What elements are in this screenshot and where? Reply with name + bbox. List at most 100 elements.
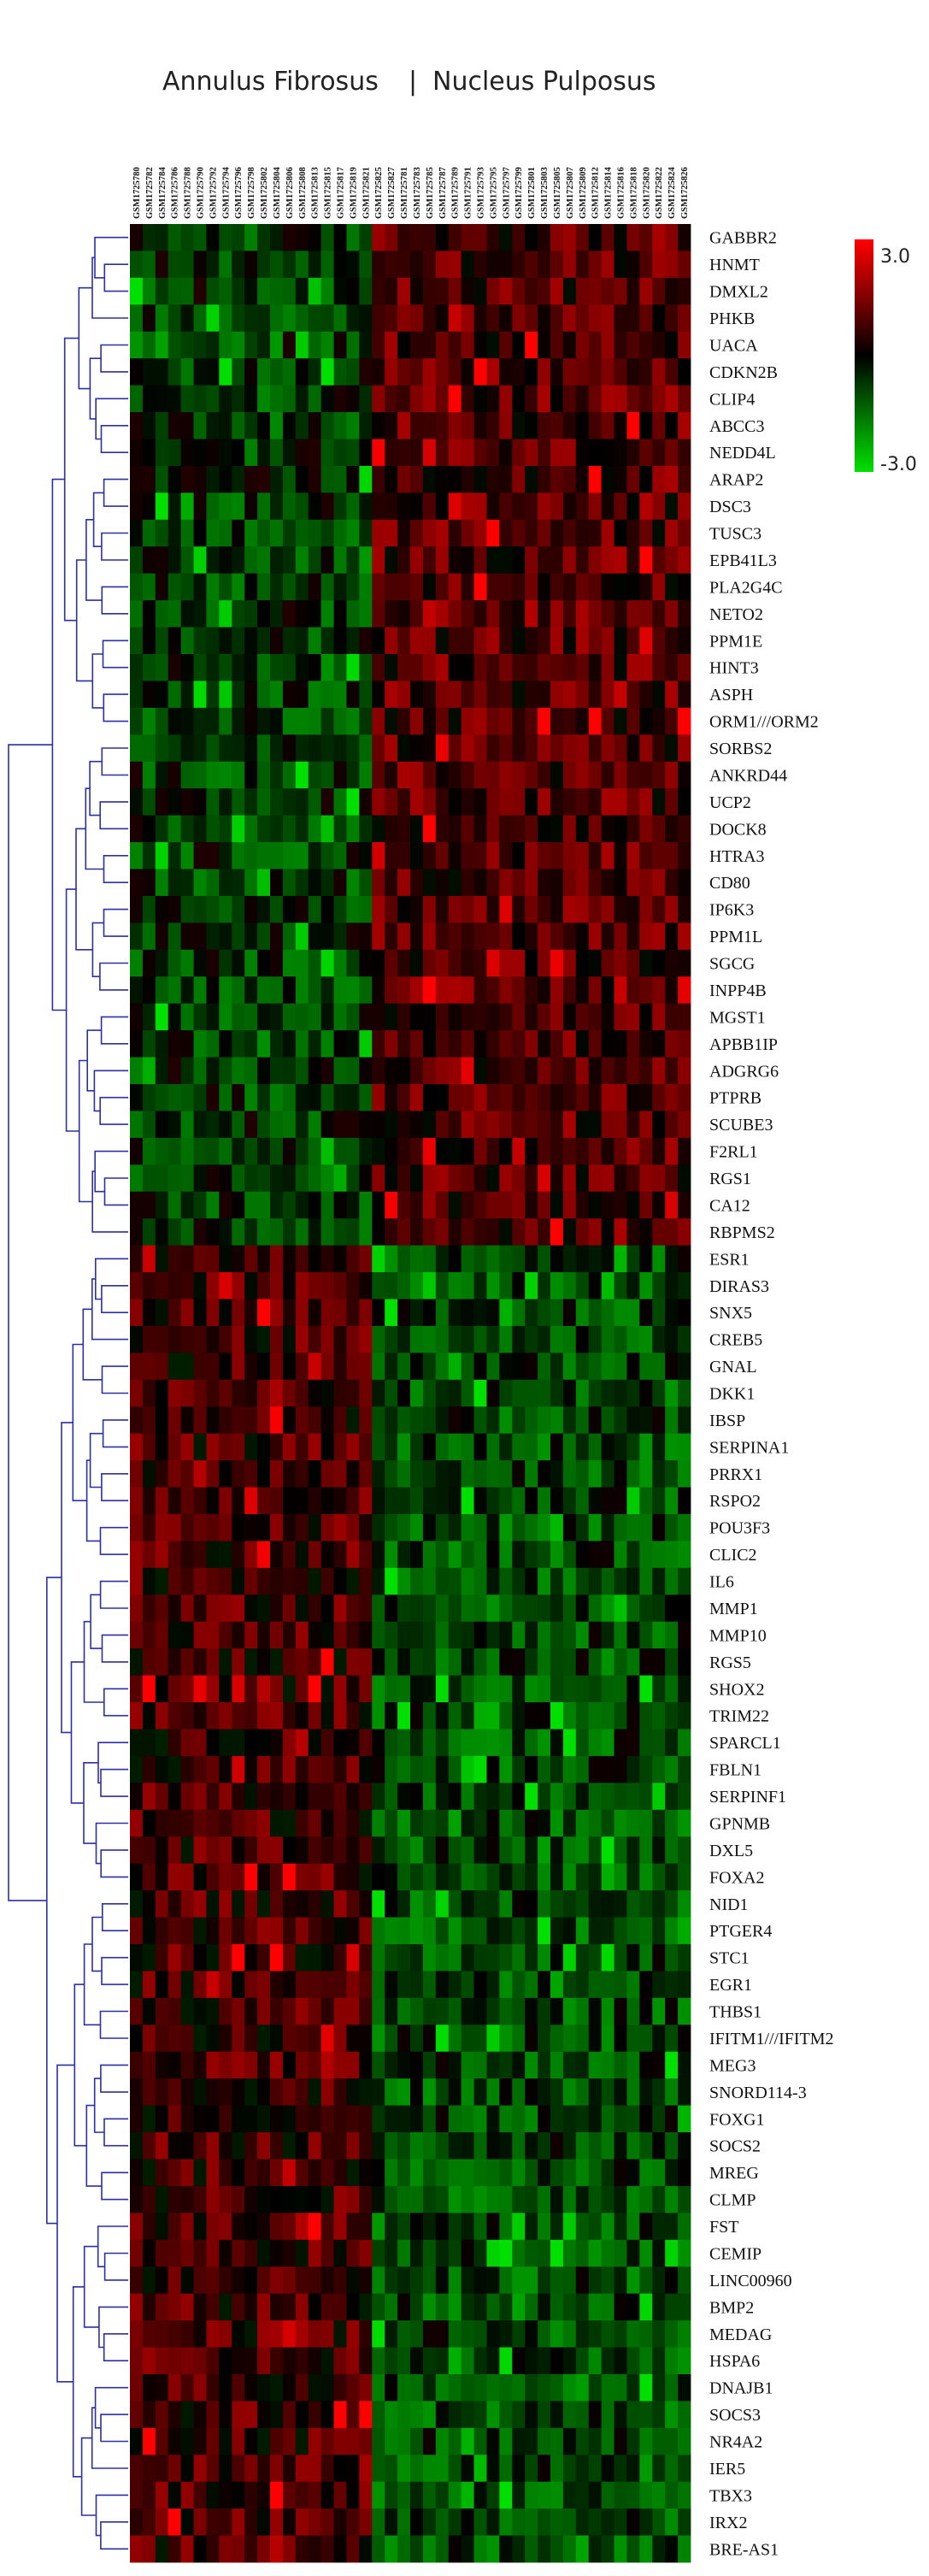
heatmap-cell <box>486 2320 500 2348</box>
heatmap-cell <box>678 1675 691 1703</box>
heatmap-cell <box>601 2427 614 2455</box>
heatmap-cell <box>130 1164 144 1193</box>
heatmap-cell <box>346 2508 360 2536</box>
heatmap-cell <box>257 358 271 386</box>
heatmap-cell <box>575 2455 590 2483</box>
heatmap-cell <box>614 815 627 843</box>
heatmap-cell <box>206 1111 220 1139</box>
heatmap-cell <box>142 1460 156 1488</box>
heatmap-cell <box>678 1164 691 1193</box>
heatmap-cell <box>295 465 309 493</box>
heatmap-cell <box>219 600 232 628</box>
heatmap-cell <box>639 1083 653 1111</box>
sample-label: GSM1725794 <box>221 167 231 219</box>
heatmap-cell <box>461 2051 474 2079</box>
heatmap-cell <box>320 1299 334 1327</box>
heatmap-cell <box>575 465 590 493</box>
heatmap-cell <box>575 1191 590 1219</box>
heatmap-cell <box>180 2535 194 2563</box>
heatmap-cell <box>295 2481 309 2509</box>
heatmap-cell <box>562 653 577 681</box>
heatmap-cell <box>282 1541 297 1569</box>
heatmap-cell <box>448 788 462 816</box>
heatmap-cell <box>295 1917 309 1945</box>
dendrogram-branch <box>83 2245 99 2328</box>
heatmap-cell <box>180 1595 194 1623</box>
heatmap-cell <box>270 492 284 521</box>
heatmap-cell <box>473 465 487 493</box>
heatmap-cell <box>499 1809 513 1837</box>
heatmap-cell <box>320 1487 334 1515</box>
heatmap-cell <box>512 1111 526 1139</box>
heatmap-cell <box>614 2508 627 2536</box>
heatmap-cell <box>155 1487 169 1515</box>
heatmap-cell <box>410 600 424 628</box>
heatmap-cell <box>575 1890 590 1918</box>
heatmap-cell <box>130 2159 144 2187</box>
heatmap-cell <box>244 1245 258 1273</box>
heatmap-cell <box>206 842 220 869</box>
heatmap-cell <box>614 465 627 493</box>
heatmap-cell <box>435 1943 450 1972</box>
heatmap-cell <box>270 1111 284 1139</box>
heatmap-cell <box>562 2239 577 2267</box>
heatmap-cell <box>397 492 411 521</box>
heatmap-cell <box>155 1729 169 1757</box>
heatmap-cell <box>270 2373 284 2402</box>
heatmap-cell <box>562 1621 577 1649</box>
heatmap-cell <box>206 869 220 897</box>
heatmap-cell <box>359 869 373 897</box>
heatmap-cell <box>461 1621 474 1649</box>
heatmap-cell <box>180 1836 194 1865</box>
heatmap-cell <box>359 2401 373 2429</box>
heatmap-cell <box>232 2347 245 2375</box>
heatmap-cell <box>346 1164 360 1193</box>
heatmap-cell <box>422 2293 437 2321</box>
heatmap-cell <box>346 2427 360 2455</box>
heatmap-cell <box>346 1299 360 1327</box>
heatmap-cell <box>295 2213 309 2241</box>
heatmap-cell <box>308 2535 322 2563</box>
heatmap-cell <box>422 358 437 386</box>
heatmap-cell <box>626 923 640 951</box>
heatmap-cell <box>385 2078 398 2106</box>
heatmap-cell <box>180 1325 194 1353</box>
heatmap-cell <box>232 1943 245 1972</box>
heatmap-cell <box>486 1003 500 1031</box>
heatmap-cell <box>397 1702 411 1730</box>
heatmap-cell <box>538 1783 551 1811</box>
heatmap-cell <box>372 895 385 923</box>
heatmap-cell <box>295 869 309 897</box>
heatmap-cell <box>473 1272 487 1300</box>
heatmap-cell <box>538 681 551 709</box>
heatmap-cell <box>333 1595 347 1623</box>
heatmap-cell <box>130 2320 144 2348</box>
heatmap-cell <box>372 546 385 575</box>
heatmap-cell <box>410 1567 424 1595</box>
heatmap-cell <box>206 2078 220 2106</box>
heatmap-cell <box>333 1433 347 1461</box>
heatmap-cell <box>397 1783 411 1811</box>
heatmap-cell <box>473 1325 487 1353</box>
heatmap-cell <box>130 1218 144 1246</box>
dendrogram-branch <box>75 559 93 682</box>
heatmap-cell <box>282 842 297 869</box>
heatmap-cell <box>626 1836 640 1865</box>
heatmap-cell <box>397 923 411 951</box>
heatmap-cell <box>473 2185 487 2213</box>
heatmap-cell <box>525 2105 538 2133</box>
heatmap-cell <box>665 2535 679 2563</box>
heatmap-cell <box>295 788 309 816</box>
heatmap-cell <box>473 1433 487 1461</box>
gene-label: IP6K3 <box>709 901 754 920</box>
heatmap-cell <box>486 546 500 575</box>
heatmap-cell <box>665 1164 679 1193</box>
heatmap-cell <box>575 1943 590 1972</box>
heatmap-cell <box>142 2455 156 2483</box>
gene-label: LINC00960 <box>709 2272 792 2290</box>
heatmap-cell <box>473 492 487 521</box>
heatmap-cell <box>538 2078 551 2106</box>
heatmap-cell <box>486 2078 500 2106</box>
heatmap-cell <box>499 1003 513 1031</box>
heatmap-cell <box>320 2535 334 2563</box>
